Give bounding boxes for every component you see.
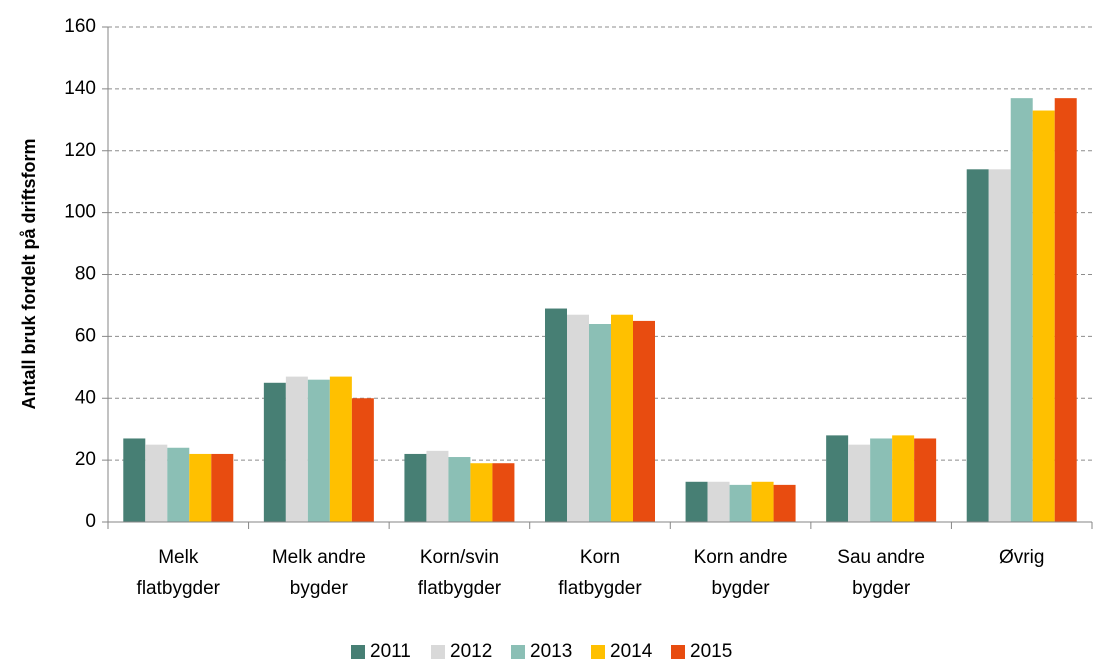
y-tick-label: 40 (75, 387, 96, 408)
bar (123, 438, 146, 522)
bar (892, 435, 915, 522)
bar (492, 463, 515, 522)
legend-label: 2013 (530, 641, 572, 662)
bar (633, 320, 655, 522)
legend-swatch (591, 645, 605, 659)
legend-label: 2015 (690, 641, 732, 662)
bar (145, 444, 168, 522)
y-axis-label: Antall bruk fordelt på driftsform (19, 138, 39, 409)
bar (404, 453, 427, 522)
bar (826, 435, 849, 522)
bar (329, 376, 352, 522)
y-tick-label: 120 (64, 140, 96, 161)
legend-label: 2012 (450, 641, 492, 662)
legend-swatch (671, 645, 685, 659)
y-tick-label: 20 (75, 449, 96, 470)
x-tick-label: Korn andre bygder (694, 547, 788, 599)
bar (773, 484, 796, 522)
bar (707, 481, 730, 522)
y-tick-label: 100 (64, 202, 96, 223)
bar (685, 481, 708, 522)
bar (1010, 98, 1033, 522)
bar (285, 376, 308, 522)
bar (448, 457, 471, 522)
bar (167, 447, 190, 522)
bar (211, 453, 234, 522)
bar (848, 444, 871, 522)
bar (589, 324, 611, 522)
bar (914, 438, 937, 522)
bar (751, 481, 774, 522)
x-tick-label: Sau andre bygder (837, 547, 925, 599)
x-tick-label: Korn/svin flatbygder (418, 547, 502, 599)
x-tick-label: Øvrig (999, 547, 1044, 568)
legend-label: 2014 (610, 641, 653, 662)
bar (470, 463, 493, 522)
bar (729, 484, 752, 522)
y-tick-label: 60 (75, 325, 96, 346)
bar (545, 308, 567, 522)
bar (426, 450, 449, 522)
legend-swatch (431, 645, 445, 659)
bar (988, 169, 1011, 522)
bar (1032, 110, 1055, 522)
x-tick-label: Melk andre bygder (272, 547, 366, 599)
bar (611, 314, 633, 522)
y-tick-label: 160 (64, 16, 96, 37)
x-tick-label: Melk flatbygder (137, 547, 221, 599)
legend-label: 2011 (370, 641, 411, 662)
y-tick-label: 140 (64, 78, 96, 99)
bar (263, 382, 286, 522)
bar (870, 438, 893, 522)
bar (1054, 98, 1077, 522)
bar (567, 314, 589, 522)
y-tick-label: 0 (85, 511, 96, 532)
bar (966, 169, 989, 522)
bar (307, 379, 330, 522)
bar (189, 453, 212, 522)
y-tick-label: 80 (75, 264, 96, 285)
legend-swatch (511, 645, 525, 659)
legend-swatch (351, 645, 365, 659)
x-tick-label: Korn flatbygder (558, 547, 642, 599)
bar (351, 398, 374, 522)
